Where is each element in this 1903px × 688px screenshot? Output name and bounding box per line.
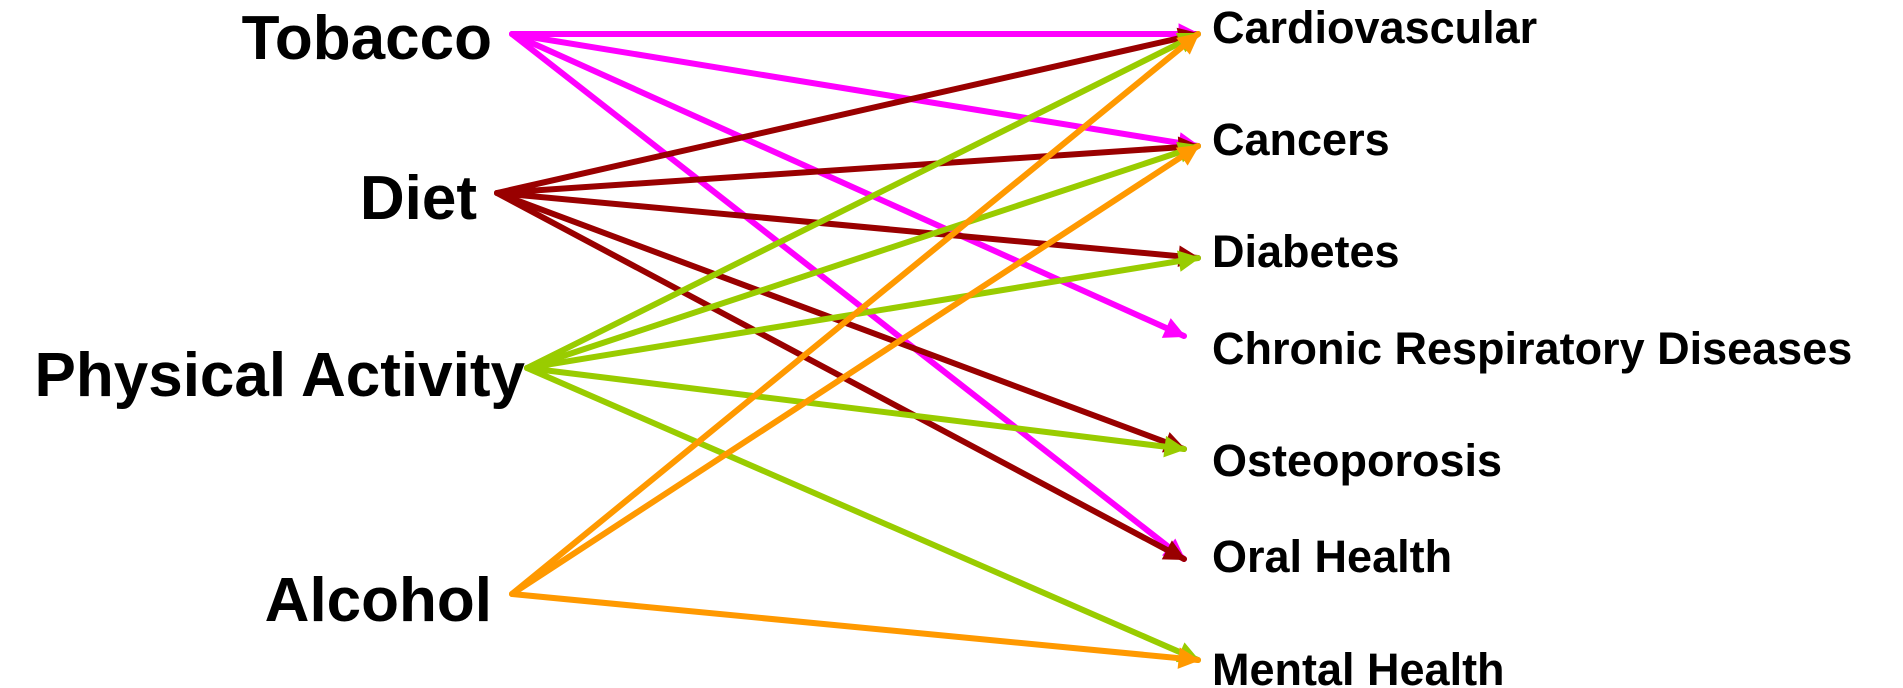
arrow-diet-to-diabetes — [494, 190, 1201, 267]
disease-label-cancers: Cancers — [1212, 114, 1390, 165]
risk-label-alcohol: Alcohol — [265, 566, 492, 635]
arrow-diet-to-cancers — [494, 136, 1201, 196]
disease-label-mental-health: Mental Health — [1212, 644, 1505, 688]
risk-label-tobacco: Tobacco — [242, 4, 492, 73]
risk-label-diet: Diet — [360, 164, 477, 233]
arrow-physical-activity-to-cancers — [524, 141, 1201, 371]
disease-labels: Cardiovascular Cancers Diabetes Chronic … — [1212, 2, 1852, 688]
arrows-layer — [494, 23, 1201, 669]
arrow-physical-activity-to-diabetes — [524, 250, 1201, 371]
arrow-tobacco-to-oral-health — [509, 31, 1187, 562]
disease-label-osteoporosis: Osteoporosis — [1212, 435, 1502, 486]
arrow-tobacco-to-cancers — [509, 31, 1201, 154]
disease-label-diabetes: Diabetes — [1212, 226, 1400, 277]
arrow-diet-to-cardiovascular — [494, 27, 1201, 196]
arrow-diet-to-osteoporosis — [494, 190, 1187, 453]
arrow-alcohol-to-cardiovascular — [509, 31, 1201, 597]
risk-label-physical-activity: Physical Activity — [35, 341, 526, 410]
disease-label-chronic-respiratory: Chronic Respiratory Diseases — [1212, 323, 1852, 374]
risk-factor-labels: Tobacco Diet Physical Activity Alcohol — [35, 4, 526, 635]
arrow-physical-activity-to-mental-health — [524, 365, 1201, 663]
arrow-physical-activity-to-osteoporosis — [524, 365, 1187, 458]
disease-label-cardiovascular: Cardiovascular — [1212, 2, 1537, 53]
arrow-alcohol-to-cancers — [509, 143, 1201, 597]
disease-label-oral-health: Oral Health — [1212, 531, 1452, 582]
arrow-tobacco-to-chronic-respiratory — [509, 31, 1187, 339]
arrow-physical-activity-to-cardiovascular — [524, 31, 1201, 371]
arrow-alcohol-to-mental-health — [509, 591, 1201, 669]
